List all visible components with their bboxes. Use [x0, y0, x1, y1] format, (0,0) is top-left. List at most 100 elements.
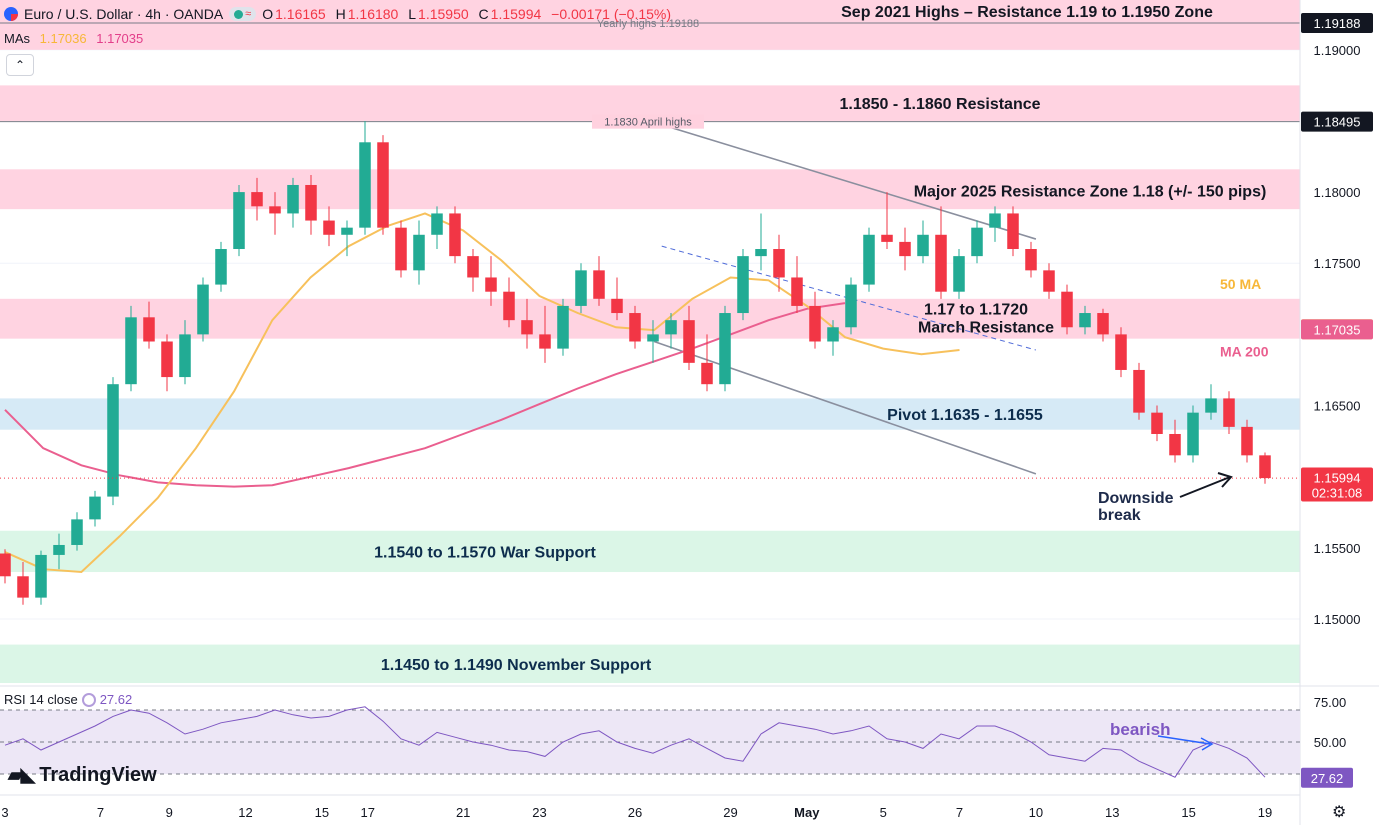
- market-open-icon: [234, 10, 244, 19]
- candle-body: [0, 553, 11, 577]
- low-label: L: [408, 6, 417, 22]
- x-tick-label: 29: [723, 805, 737, 820]
- chevron-up-icon: ⌃: [14, 58, 26, 72]
- x-tick-label: 15: [1181, 805, 1195, 820]
- candle-body: [1007, 213, 1019, 250]
- rsi-annotation: bearish: [1110, 720, 1170, 739]
- candle-body: [305, 184, 317, 221]
- rsi-tick-label: 75.00: [1314, 695, 1347, 710]
- candle-body: [413, 234, 425, 271]
- candle-body: [719, 313, 731, 385]
- price-label: 1.19188: [1314, 16, 1361, 31]
- candle-body: [1097, 313, 1109, 335]
- zone-label: Major 2025 Resistance Zone 1.18 (+/- 150…: [914, 184, 1267, 201]
- candle-body: [269, 206, 281, 214]
- candle-body: [197, 284, 209, 335]
- x-tick-label: 7: [97, 805, 104, 820]
- zone-label: Pivot 1.1635 - 1.1655: [887, 407, 1043, 424]
- candle-body: [557, 305, 569, 349]
- candle-body: [449, 213, 461, 257]
- close-label: C: [478, 6, 489, 22]
- x-tick-label: 21: [456, 805, 470, 820]
- candle-body: [377, 142, 389, 228]
- x-tick-label: 9: [166, 805, 173, 820]
- low-value: 1.15950: [418, 6, 469, 22]
- symbol-title[interactable]: Euro / U.S. Dollar · 4h · OANDA: [24, 6, 224, 22]
- candle-body: [1223, 398, 1235, 427]
- candle-body: [215, 249, 227, 285]
- candle-body: [1025, 249, 1037, 271]
- tradingview-logo[interactable]: ▰◣ TradingView: [8, 764, 157, 787]
- candle-body: [683, 320, 695, 363]
- level-label-bg: [592, 114, 704, 129]
- candle-body: [539, 334, 551, 349]
- tradingview-mark-icon: ▰◣: [8, 765, 35, 786]
- candle-body: [53, 544, 65, 555]
- y-tick-label: 1.17500: [1314, 256, 1361, 271]
- candle-body: [917, 234, 929, 257]
- candle-body: [737, 256, 749, 314]
- rsi-price-label-box: [1301, 767, 1353, 788]
- x-tick-label: 12: [238, 805, 252, 820]
- price-label-box: [1301, 467, 1373, 502]
- candle-body: [485, 277, 497, 292]
- collapse-legend-button[interactable]: ⌃: [6, 54, 34, 76]
- candle-body: [953, 256, 965, 292]
- candle-body: [1043, 270, 1055, 292]
- mas-label: MAs: [4, 31, 30, 46]
- candle-body: [233, 192, 245, 250]
- candle-body: [323, 220, 335, 235]
- open-label: O: [262, 6, 274, 22]
- downside-arrow: [1179, 476, 1231, 498]
- legend-header: Euro / U.S. Dollar · 4h · OANDA ≈ O 1.161…: [4, 6, 677, 22]
- candle-body: [791, 277, 803, 306]
- x-tick-label: 7: [956, 805, 963, 820]
- channel-line: [653, 121, 1037, 240]
- candle-body: [1169, 433, 1181, 456]
- candle-body: [1115, 334, 1127, 370]
- close-value: 1.15994: [490, 6, 542, 22]
- candle-body: [17, 576, 29, 598]
- level-line-label: 1.1830 April highs: [604, 117, 692, 129]
- candle-body: [575, 270, 587, 306]
- candle-body: [773, 249, 785, 278]
- candle-body: [71, 519, 83, 545]
- y-tick-label: 1.18000: [1314, 185, 1361, 200]
- high-label: H: [335, 6, 346, 22]
- settings-gear-icon[interactable]: ⚙: [1332, 804, 1347, 821]
- rsi-tick-label: 50.00: [1314, 735, 1347, 750]
- candle-body: [1241, 426, 1253, 456]
- rsi-price-label: 27.62: [1311, 771, 1344, 786]
- mas-legend[interactable]: MAs 1.17036 1.17035: [4, 31, 143, 46]
- candle-body: [593, 270, 605, 299]
- downside-arrowhead: [1217, 472, 1233, 488]
- rsi-legend[interactable]: RSI 14 close 27.62: [4, 692, 132, 707]
- candle-body: [845, 284, 857, 328]
- candle-body: [899, 241, 911, 257]
- channel-line: [653, 340, 1037, 475]
- candle-body: [611, 298, 623, 314]
- ma200-annotation: MA 200: [1220, 344, 1269, 360]
- candle-body: [809, 305, 821, 342]
- candle-body: [251, 192, 263, 207]
- candle-body: [827, 327, 839, 342]
- x-tick-label: May: [794, 805, 820, 820]
- candle-body: [179, 334, 191, 378]
- candle-body: [881, 234, 893, 242]
- x-tick-label: 10: [1029, 805, 1043, 820]
- candle-body: [503, 291, 515, 321]
- candle-body: [467, 256, 479, 278]
- rsi-arrow: [1157, 735, 1211, 745]
- zone-label: 1.1450 to 1.1490 November Support: [381, 657, 652, 674]
- rsi-value: 27.62: [99, 692, 133, 707]
- y-tick-label: 1.16500: [1314, 399, 1361, 414]
- ma50-line: [4, 212, 960, 574]
- zone-rect: [0, 169, 1300, 210]
- market-status-pill[interactable]: ≈: [229, 7, 257, 21]
- candle-body: [1205, 398, 1217, 413]
- level-line-label: Yearly highs 1.19188: [597, 18, 699, 30]
- x-tick-label: 19: [1258, 805, 1272, 820]
- candle-body: [1061, 291, 1073, 328]
- open-value: 1.16165: [275, 6, 326, 22]
